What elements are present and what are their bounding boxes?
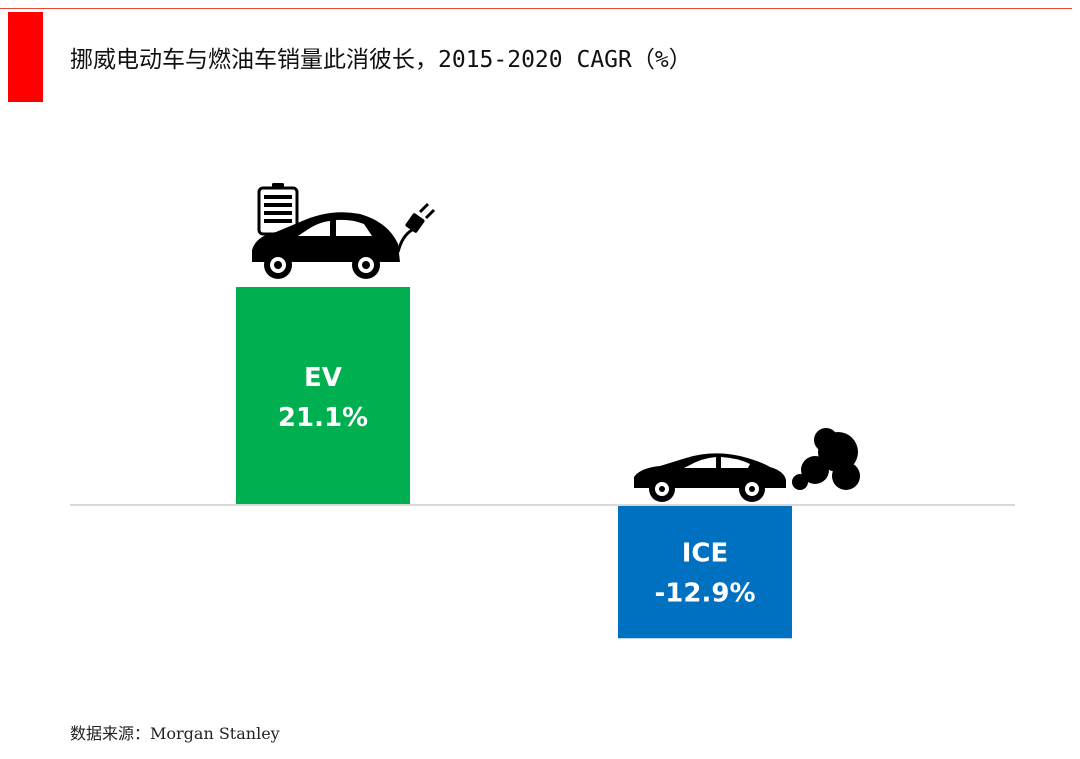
bar-category-label-ev: EV bbox=[304, 363, 342, 393]
bar-category-label-ice: ICE bbox=[682, 539, 729, 569]
bar-ice bbox=[618, 505, 792, 639]
plug-icon bbox=[405, 202, 436, 233]
ev-car-icon bbox=[252, 183, 436, 279]
bar-value-label-ev: 21.1% bbox=[278, 403, 368, 433]
source-note: 数据来源：Morgan Stanley bbox=[70, 724, 280, 743]
chart-title: 挪威电动车与燃油车销量此消彼长，2015-2020 CAGR（%） bbox=[70, 47, 692, 73]
top-rule bbox=[0, 8, 1072, 9]
bars-group bbox=[236, 287, 792, 639]
bar-value-label-ice: -12.9% bbox=[655, 579, 756, 609]
bar-ev bbox=[236, 287, 410, 505]
ice-car-icon bbox=[634, 428, 860, 502]
title-accent-bar bbox=[8, 12, 43, 102]
exhaust-smoke-icon bbox=[792, 428, 860, 490]
bar-labels-group: EV 21.1% ICE -12.9% bbox=[278, 363, 756, 609]
